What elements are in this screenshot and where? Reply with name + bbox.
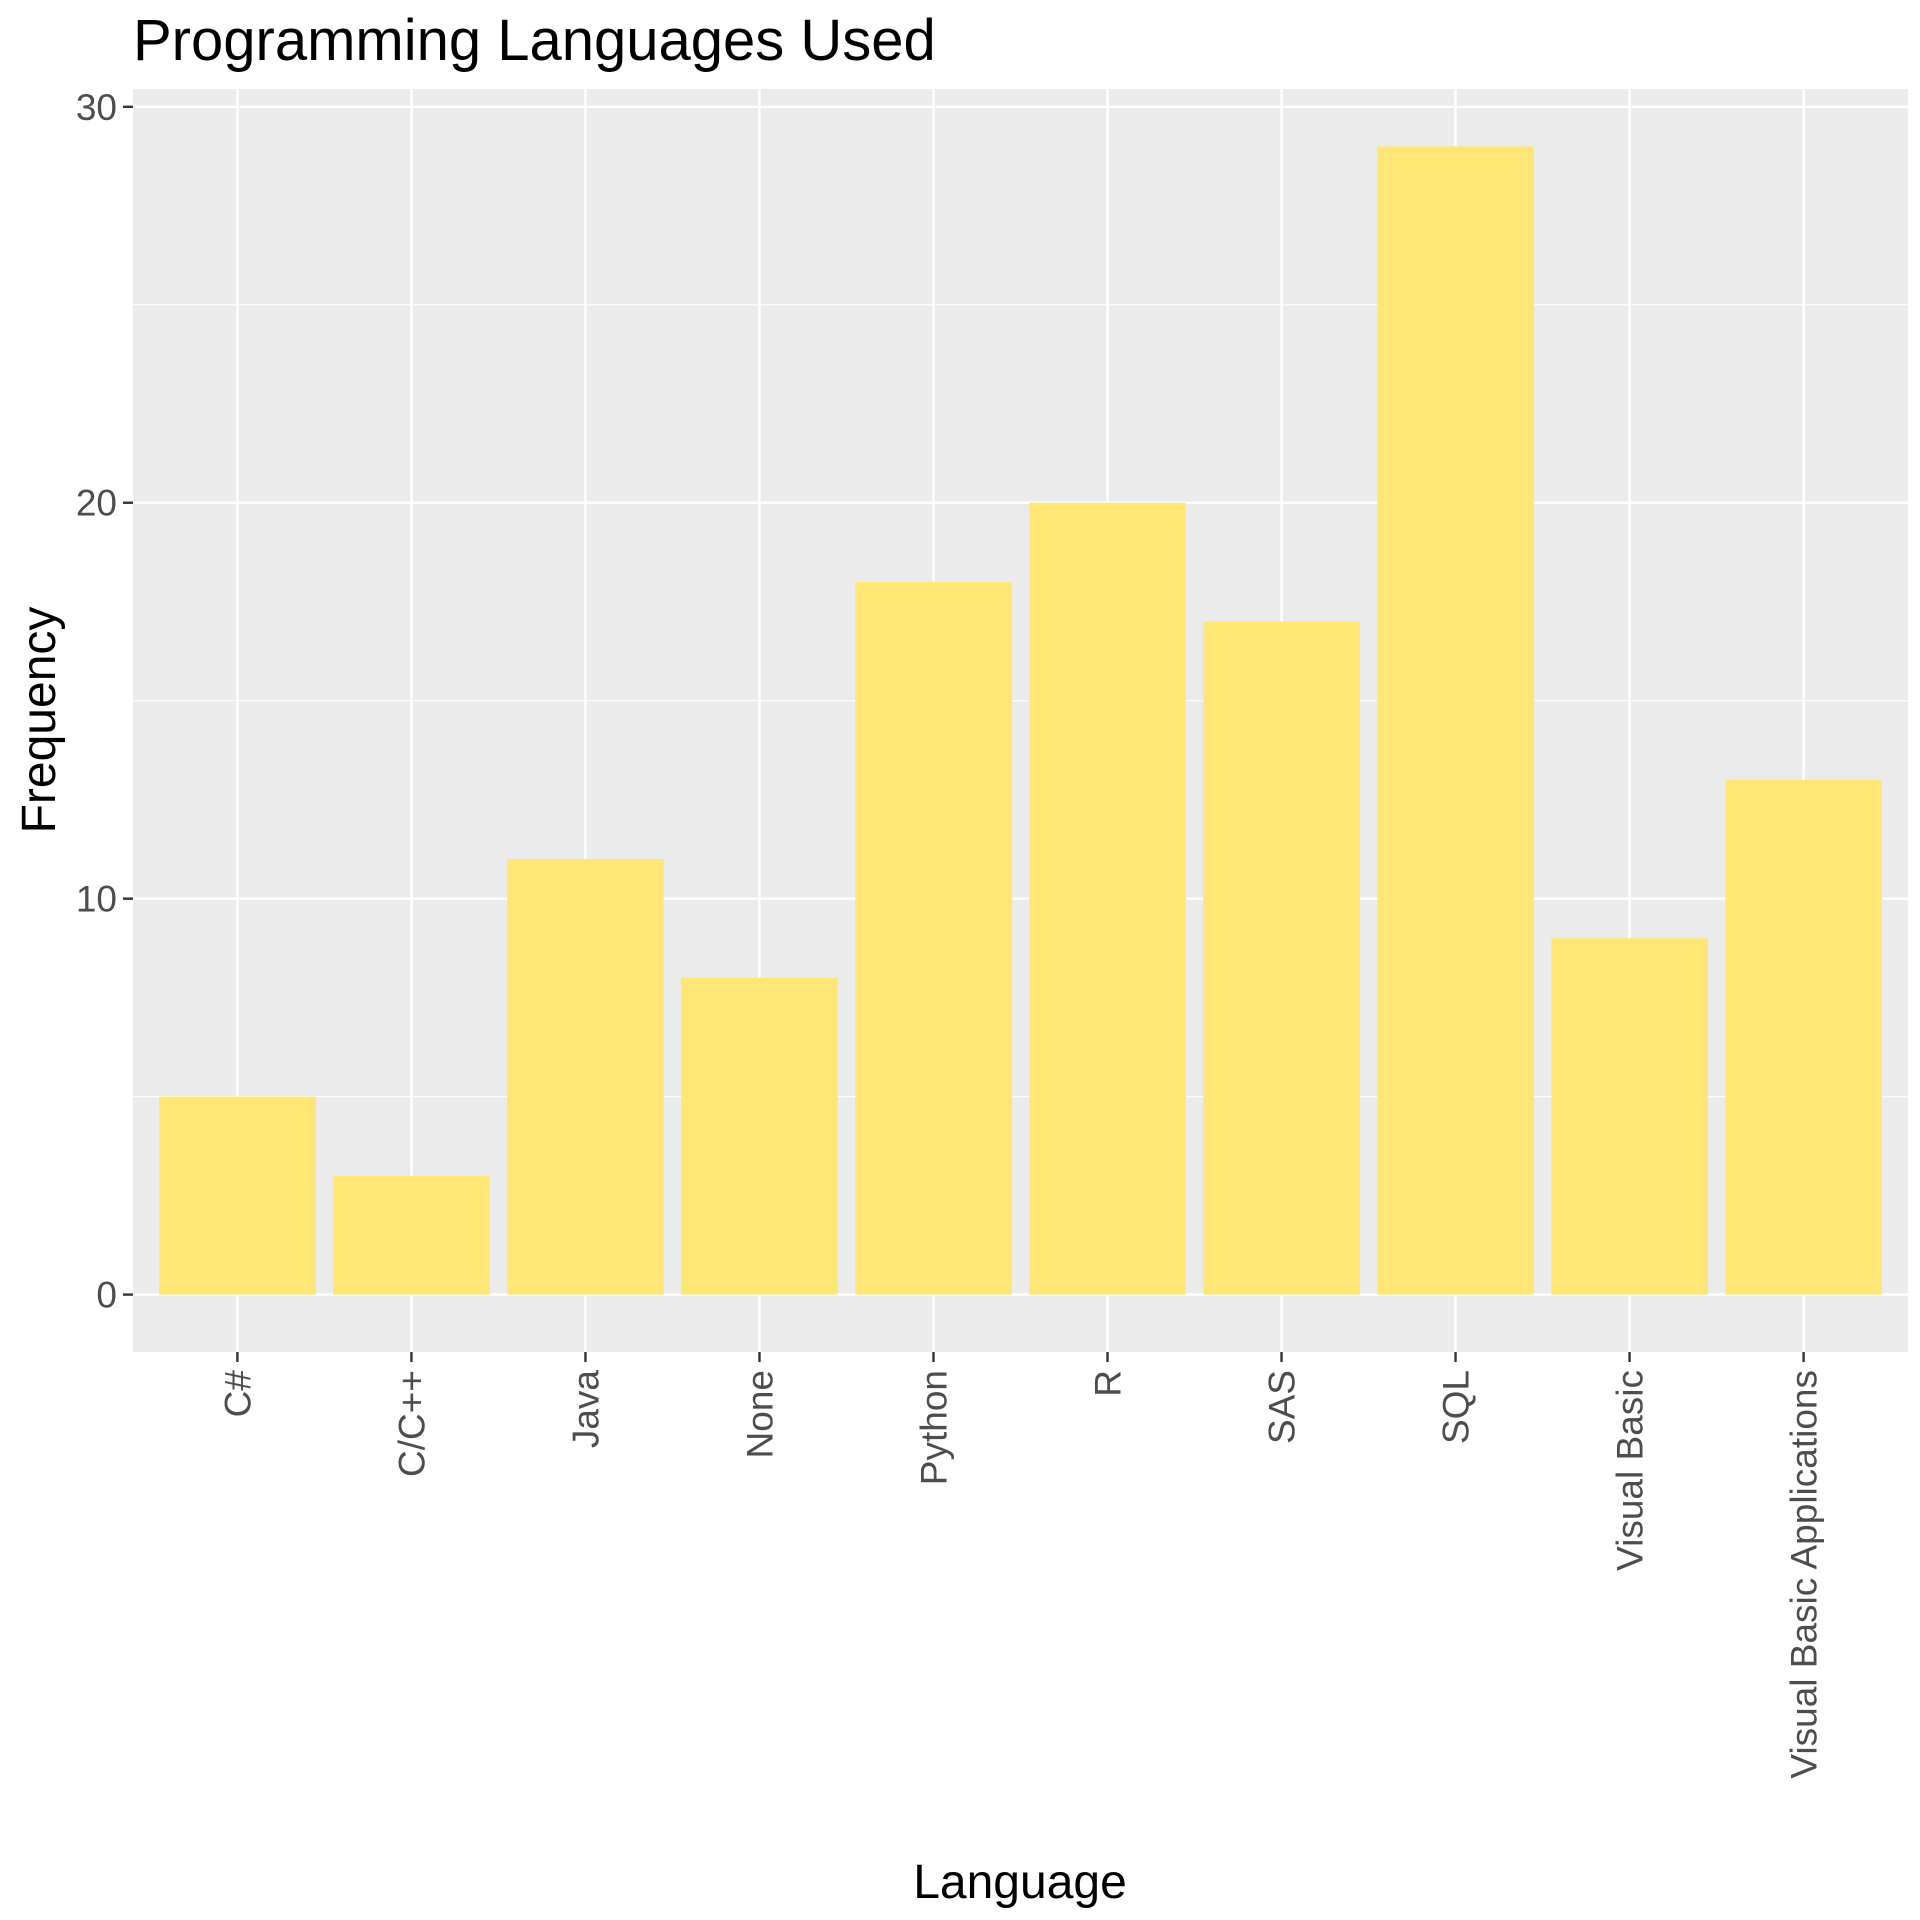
bars	[159, 146, 1882, 1295]
y-tick-label: 20	[76, 483, 117, 524]
bar	[1377, 146, 1534, 1295]
bar	[159, 1096, 316, 1295]
bar	[1029, 502, 1186, 1295]
bar	[855, 581, 1012, 1295]
x-tick-label: Visual Basic	[1610, 1370, 1651, 1571]
bar	[681, 977, 838, 1295]
bar	[333, 1175, 490, 1295]
bar	[1725, 779, 1882, 1295]
y-tick-label: 30	[76, 87, 117, 128]
x-tick-label: C#	[217, 1370, 258, 1418]
y-tick-label: 10	[76, 879, 117, 920]
x-tick-label: None	[739, 1370, 780, 1458]
x-tick-label: Java	[565, 1370, 606, 1449]
x-tick-label: Visual Basic Applications	[1784, 1370, 1825, 1779]
y-tick-label: 0	[96, 1275, 117, 1316]
bar	[1551, 938, 1708, 1295]
x-tick-label: C/C++	[391, 1370, 432, 1477]
x-tick-label: Python	[913, 1370, 954, 1485]
y-axis: 0 10 20 30	[76, 87, 133, 1316]
x-tick-label: R	[1088, 1370, 1129, 1397]
x-axis-title: Language	[913, 1856, 1127, 1909]
x-tick-label: SQL	[1436, 1370, 1477, 1444]
chart-title: Programming Languages Used	[133, 8, 936, 73]
x-axis: C# C/C++ Java None Python R SAS SQL Visual Basic…	[217, 1352, 1825, 1779]
bar	[507, 859, 664, 1295]
y-axis-title: Frequency	[13, 607, 66, 834]
bar	[1203, 621, 1360, 1295]
x-tick-label: SAS	[1262, 1370, 1303, 1444]
